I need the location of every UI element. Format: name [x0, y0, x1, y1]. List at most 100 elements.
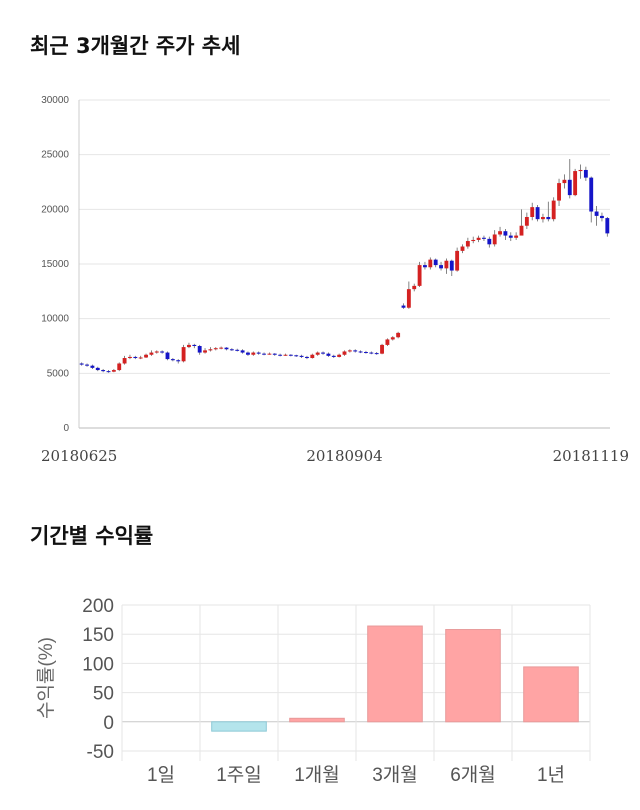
candle-body [439, 265, 443, 269]
candle-body [519, 225, 524, 236]
candle-body [498, 231, 502, 235]
y-tick-label: 200 [82, 596, 114, 617]
candle-body [305, 356, 309, 359]
candle-body [219, 347, 224, 349]
return-bar [211, 721, 267, 732]
candle-body [85, 364, 89, 366]
candle-body [246, 352, 250, 355]
x-tick-label: 1일 [147, 764, 175, 786]
candle-body [364, 352, 368, 354]
price-trend-title: 최근 3개월간 주가 추세 [30, 34, 241, 58]
candle-body [358, 351, 363, 353]
candle-body [482, 237, 486, 239]
candle-body [240, 350, 245, 353]
y-tick-label: 5000 [47, 368, 70, 379]
candle-body [133, 356, 138, 359]
candle-body [79, 363, 84, 365]
candle-body [541, 216, 545, 220]
candle-body [272, 353, 277, 355]
y-tick-label: 30000 [41, 95, 69, 106]
y-tick-label: 20000 [41, 204, 69, 215]
candle-body [117, 363, 122, 371]
x-tick-label: 1주일 [216, 764, 262, 786]
candle-body [122, 358, 127, 364]
period-return-title: 기간별 수익률 [30, 524, 154, 548]
candle-body [235, 349, 240, 351]
candle-body [315, 352, 320, 355]
candle-body [165, 352, 170, 360]
candle-body [326, 353, 331, 356]
candle-body [374, 353, 379, 355]
candle-body [530, 207, 535, 217]
return-bar [367, 625, 423, 723]
candle-body [288, 354, 293, 356]
candle-body [310, 354, 315, 359]
candle-body [562, 179, 567, 184]
candle-body [503, 231, 508, 236]
y-tick-label: 100 [82, 654, 114, 675]
candle-body [106, 371, 111, 373]
candle-body [508, 235, 513, 238]
candle-body [605, 218, 610, 234]
candle-body [90, 365, 95, 368]
candle-body [208, 349, 213, 351]
candle-body [181, 347, 186, 362]
candle-body [101, 370, 106, 372]
x-tick-label: 3개월 [372, 764, 418, 786]
candle-body [535, 207, 540, 220]
candle-body [138, 357, 143, 359]
candle-body [578, 169, 583, 172]
y-tick-label: 0 [63, 423, 69, 434]
candle-body [594, 211, 599, 216]
candle-body [567, 179, 572, 196]
y-tick-label: 25000 [41, 150, 69, 161]
candle-body [380, 344, 384, 354]
candle-body [128, 356, 132, 359]
candle-body [390, 337, 395, 340]
candle-body [557, 183, 561, 201]
return-bar [445, 629, 501, 723]
candle-body [401, 305, 406, 308]
candle-body [176, 360, 181, 362]
candle-body [294, 355, 299, 357]
candle-body [337, 354, 342, 357]
x-tick-label: 1년 [537, 764, 565, 786]
candle-body [160, 351, 165, 353]
x-tick-label: 20180904 [306, 447, 382, 465]
candle-body [262, 353, 266, 355]
candle-body [278, 354, 283, 356]
candle-body [428, 259, 433, 268]
candle-body [267, 353, 272, 355]
candle-body [229, 349, 234, 351]
x-tick-label: 6개월 [450, 764, 496, 786]
y-tick-label: -50 [87, 742, 114, 763]
candle-body [224, 347, 229, 350]
candle-body [203, 350, 207, 353]
candle-body [449, 260, 454, 271]
x-tick-label: 1개월 [294, 764, 340, 786]
y-tick-label: 10000 [41, 314, 69, 325]
candle-body [331, 355, 336, 357]
y-axis-label: 수익률(%) [35, 637, 57, 719]
candle-body [149, 352, 154, 355]
candle-body [412, 285, 417, 290]
x-tick-label: 20181119 [553, 447, 629, 465]
candle-body [444, 260, 449, 269]
candle-body [471, 239, 476, 242]
candle-body [476, 237, 481, 240]
candle-body [589, 177, 594, 212]
candle-body [396, 332, 401, 338]
candle-body [192, 344, 197, 346]
candle-body [573, 171, 578, 196]
candle-body [492, 234, 497, 245]
candle-body [111, 370, 116, 372]
candle-body [283, 354, 288, 356]
candle-body [546, 216, 551, 220]
y-tick-label: 15000 [41, 259, 69, 270]
price-trend-chart: 0 5000 10000 15000 20000 25000 30000 20180625 20… [41, 95, 629, 465]
candle-body [251, 352, 256, 355]
candle-body [144, 354, 148, 358]
candle-body [417, 265, 422, 286]
candle-body [353, 350, 358, 352]
